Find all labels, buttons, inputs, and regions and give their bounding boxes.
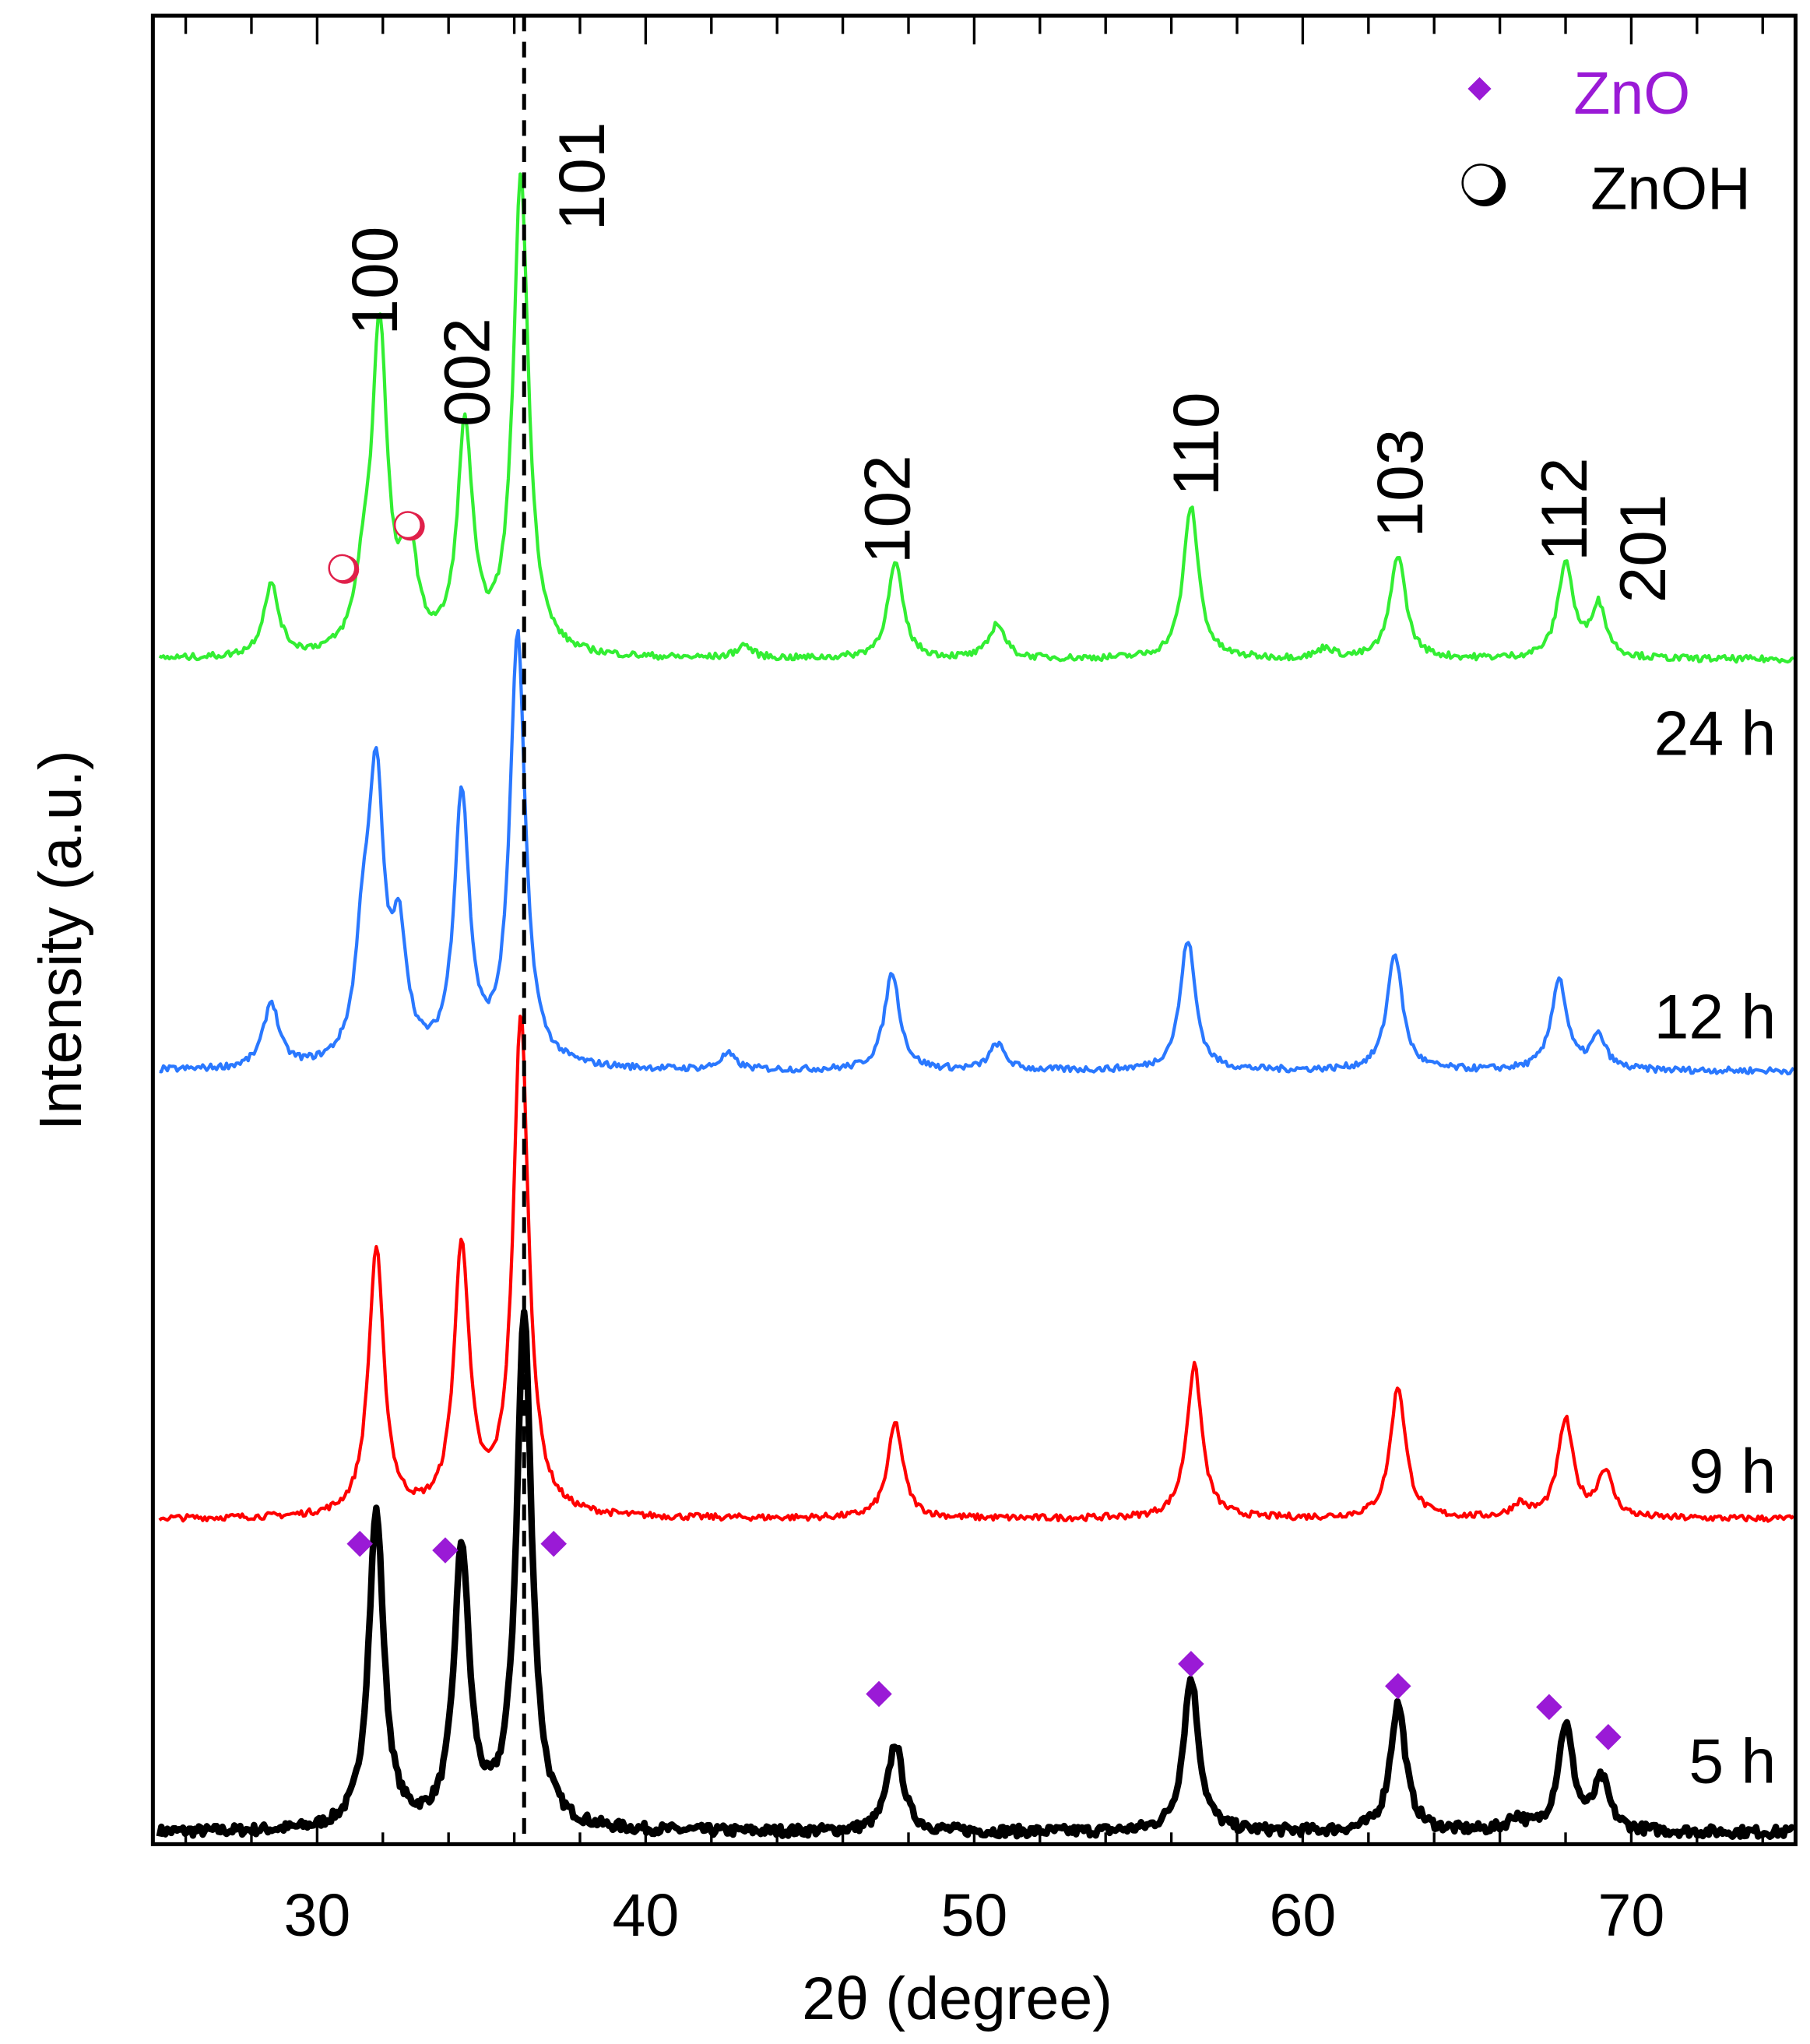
zno-diamond-marker <box>1595 1724 1622 1750</box>
hkl-label: 101 <box>545 121 618 230</box>
hkl-label: 100 <box>338 227 411 336</box>
hkl-label: 112 <box>1527 457 1601 561</box>
x-tick-label: 50 <box>940 1882 1007 1949</box>
legend-znoh-label: ZnOH <box>1590 155 1751 222</box>
series-label: 24 h <box>1654 698 1777 769</box>
zno-diamond-marker <box>1385 1673 1411 1700</box>
zno-diamond-marker <box>1178 1651 1204 1677</box>
series-line-5h <box>156 1308 1797 1841</box>
znoh-circle-marker-inner <box>328 554 357 582</box>
x-tick-label: 70 <box>1598 1882 1665 1949</box>
hkl-label: 201 <box>1606 494 1679 603</box>
legend-zno-diamond-icon <box>1467 76 1492 101</box>
series-line-24h <box>158 172 1794 664</box>
hkl-label: 110 <box>1159 392 1232 496</box>
znoh-circle-marker-inner <box>393 511 422 540</box>
x-tick-label: 40 <box>612 1882 679 1949</box>
series-line-12h <box>159 628 1795 1076</box>
zno-diamond-marker <box>346 1530 374 1557</box>
zno-diamond-marker <box>1536 1694 1562 1721</box>
legend-zno-label: ZnO <box>1573 60 1690 127</box>
y-axis-label: Intensity (a.u.) <box>27 750 94 1131</box>
zno-diamond-marker <box>866 1680 892 1708</box>
zno-diamond-marker <box>432 1537 459 1564</box>
x-tick-label: 30 <box>283 1882 350 1949</box>
hkl-label: 002 <box>430 318 503 427</box>
series-label: 12 h <box>1654 982 1777 1052</box>
legend-znoh-circle-icon <box>1461 164 1506 207</box>
hkl-label: 102 <box>851 455 924 564</box>
hkl-label: 103 <box>1363 429 1436 538</box>
series-line-9h <box>158 1015 1795 1523</box>
x-tick-label: 60 <box>1270 1882 1337 1949</box>
series-label: 9 h <box>1689 1437 1776 1507</box>
x-axis-label: 2θ (degree) <box>802 1965 1112 2032</box>
zno-diamond-marker <box>540 1530 567 1557</box>
legend: ZnO ZnOH <box>1461 60 1751 222</box>
series-label: 5 h <box>1689 1727 1776 1797</box>
